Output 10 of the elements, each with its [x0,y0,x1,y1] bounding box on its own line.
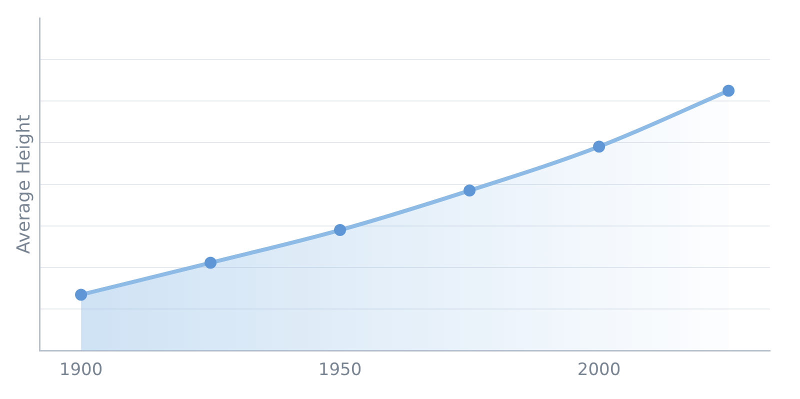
point [204,256,217,269]
point [334,224,346,236]
point [75,288,88,301]
y-axis-title: Average Height [13,114,34,254]
x-tick-label: 1950 [318,360,362,380]
point [593,140,606,153]
point [722,84,735,97]
x-tick-label: 2000 [577,360,621,380]
x-tick-label: 1900 [59,360,103,380]
point [464,184,476,197]
